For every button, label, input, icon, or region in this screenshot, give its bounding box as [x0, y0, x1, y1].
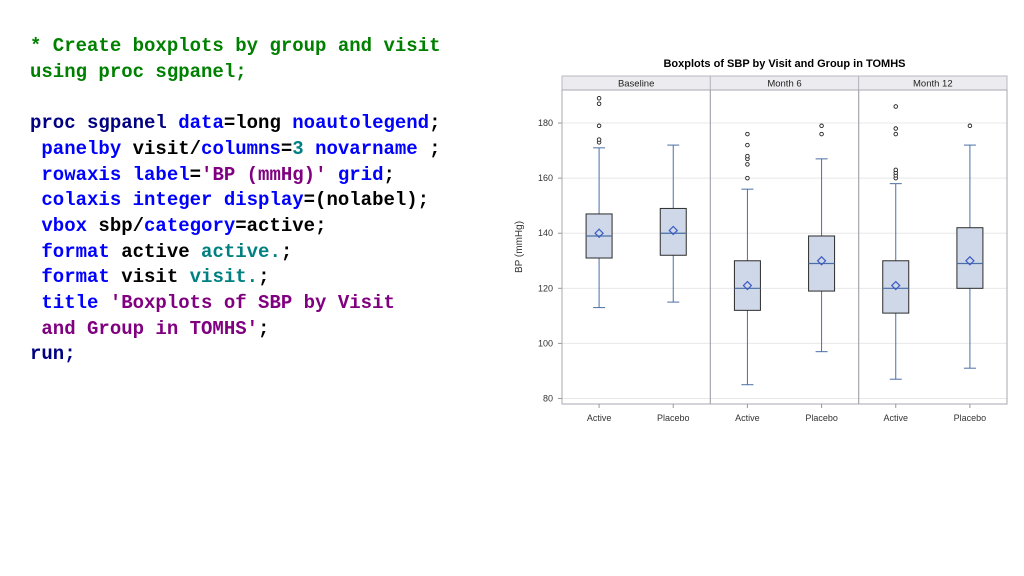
code-token: title	[30, 292, 99, 315]
y-tick-label: 140	[538, 228, 553, 238]
outlier-point	[893, 167, 899, 173]
y-tick-label: 100	[538, 338, 553, 348]
code-token: 3	[292, 137, 304, 160]
y-tick-label: 180	[538, 118, 553, 128]
code-line-title-cont: and Group in TOMHS';	[30, 317, 441, 343]
outlier-point	[745, 175, 750, 181]
y-tick-label: 80	[543, 393, 553, 403]
code-token: =active;	[235, 214, 327, 237]
code-token: ;	[417, 137, 441, 160]
code-token: ;	[383, 163, 395, 186]
code-token: visit/	[121, 137, 202, 160]
x-tick-label: Active	[735, 413, 760, 423]
x-tick-label: Active	[883, 413, 908, 423]
mean-marker	[594, 228, 604, 239]
x-tick-label: Placebo	[954, 413, 987, 423]
code-line-rowaxis: rowaxis label='BP (mmHg)' grid;	[30, 163, 441, 189]
code-token: =long	[223, 112, 293, 135]
mean-marker	[668, 225, 679, 236]
code-token: proc sgpanel	[30, 112, 179, 135]
panel-header-label: Baseline	[618, 79, 654, 90]
panel-frame	[858, 89, 1008, 405]
code-token: =	[280, 137, 293, 160]
code-token: 'BP (mmHg)'	[201, 163, 327, 186]
code-token: vbox	[30, 214, 88, 237]
box-iqr	[659, 207, 687, 256]
code-token: colaxis	[30, 189, 122, 212]
x-tick-label: Placebo	[657, 413, 690, 423]
outlier-point	[819, 131, 824, 137]
mean-marker	[890, 280, 901, 291]
outlier-point	[596, 137, 602, 142]
outlier-point	[745, 142, 750, 148]
outlier-point	[893, 104, 899, 109]
box-iqr	[733, 260, 761, 311]
outlier-point	[596, 101, 602, 107]
code-token: ;	[429, 112, 441, 135]
code-token: =	[189, 163, 202, 186]
code-token: label	[121, 163, 190, 186]
code-token: ;	[280, 240, 293, 263]
code-line-title: title 'Boxplots of SBP by Visit	[30, 291, 441, 317]
code-token: format	[30, 240, 110, 263]
code-token: novarname	[303, 137, 418, 160]
code-token: active.	[201, 240, 281, 263]
code-line-run: run;	[30, 343, 76, 366]
code-token: panelby	[30, 137, 122, 160]
box-iqr	[956, 227, 984, 289]
outlier-point	[819, 123, 824, 129]
code-line-colaxis: colaxis integer display=(nolabel);	[30, 188, 441, 214]
code-token: rowaxis	[30, 163, 122, 186]
y-tick-label: 120	[538, 283, 553, 293]
outlier-point	[745, 131, 750, 137]
code-token: data	[178, 112, 224, 135]
boxplot-chart: Boxplots of SBP by Visit and Group in TO…	[514, 58, 1008, 423]
code-token: noautolegend	[292, 112, 430, 135]
code-comment-line: using proc sgpanel;	[30, 60, 247, 83]
y-tick-label: 160	[538, 173, 553, 183]
outlier-point	[893, 131, 899, 137]
code-token: ;	[258, 266, 270, 289]
code-line-format-active: format active active.;	[30, 240, 441, 266]
code-token: columns	[201, 137, 281, 160]
code-blank-line	[30, 85, 441, 111]
outlier-point	[596, 96, 602, 101]
code-token: grid	[326, 163, 384, 186]
code-line-vbox: vbox sbp/category=active;	[30, 214, 441, 240]
box-iqr	[882, 260, 910, 314]
code-line-format-visit: format visit visit.;	[30, 265, 441, 291]
code-line-proc: proc sgpanel data=long noautolegend;	[30, 111, 441, 137]
code-comment-line: * Create boxplots by group and visit	[30, 35, 441, 57]
code-token: sbp/	[87, 214, 145, 237]
mean-marker	[742, 280, 753, 291]
mean-marker	[816, 255, 827, 266]
sas-code-block: * Create boxplots by group and visit usin…	[30, 34, 441, 368]
outlier-point	[893, 126, 899, 131]
code-token: 'Boxplots of SBP by Visit	[98, 292, 395, 315]
code-line-panelby: panelby visit/columns=3 novarname ;	[30, 137, 441, 163]
x-tick-label: Active	[587, 413, 612, 423]
outlier-point	[596, 123, 602, 129]
chart-title: Boxplots of SBP by Visit and Group in TO…	[663, 58, 905, 70]
x-tick-label: Placebo	[805, 413, 838, 423]
y-axis-label: BP (mmHg)	[514, 221, 525, 273]
outlier-point	[745, 153, 750, 159]
code-token: integer	[121, 189, 213, 212]
code-token: visit.	[189, 266, 259, 289]
panel-frame	[709, 89, 860, 405]
outlier-point	[745, 162, 750, 167]
code-token: and Group in TOMHS'	[30, 317, 259, 340]
outlier-point	[967, 123, 973, 129]
code-token: active	[109, 240, 202, 263]
mean-marker	[965, 255, 975, 266]
code-token: visit	[109, 266, 190, 289]
code-token: =(nolabel);	[303, 189, 430, 212]
code-token: category	[144, 214, 236, 237]
code-token: format	[30, 266, 110, 289]
panel-header-label: Month 6	[767, 79, 801, 90]
panel-header-label: Month 12	[913, 79, 953, 90]
code-token: ;	[258, 317, 270, 340]
panel-frame	[561, 89, 711, 405]
code-token: display	[212, 189, 304, 212]
